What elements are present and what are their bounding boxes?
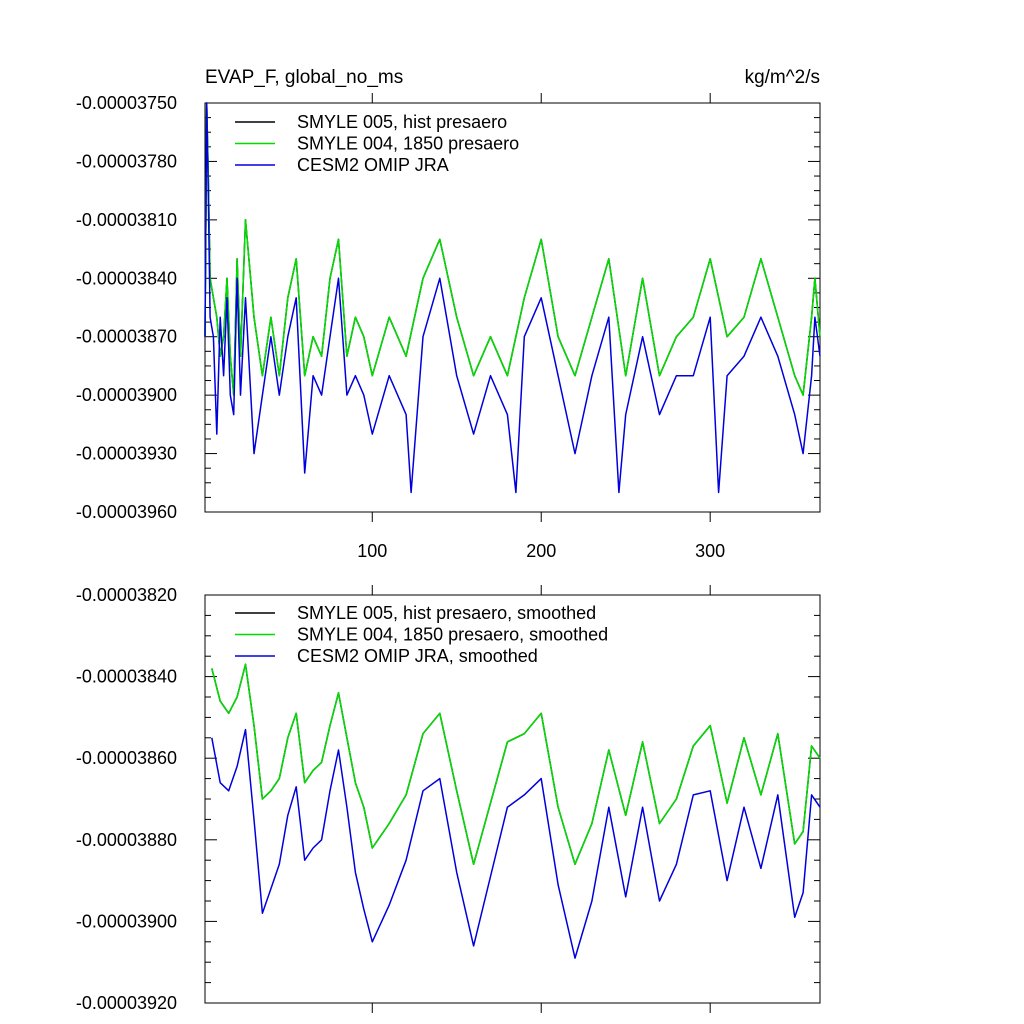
x-tick-label: 100 bbox=[357, 541, 387, 561]
y-tick-label: -0.00003780 bbox=[76, 151, 177, 171]
chart-title: EVAP_F, global_no_ms bbox=[205, 67, 403, 88]
y-tick-label: -0.00003840 bbox=[76, 268, 177, 288]
y-tick-label: -0.00003960 bbox=[76, 502, 177, 522]
x-tick-label: 200 bbox=[526, 541, 556, 561]
bottom-panel-smoothed: -0.00003820 -0.00003840 -0.00003860 -0.0000… bbox=[76, 585, 821, 1013]
y-tick-label: -0.00003900 bbox=[76, 385, 177, 405]
legend-label-2: CESM2 OMIP JRA bbox=[297, 155, 449, 175]
y-tick-label: -0.00003870 bbox=[76, 327, 177, 347]
y-tick-label: -0.00003810 bbox=[76, 210, 177, 230]
y-tick-label: -0.00003860 bbox=[76, 748, 177, 768]
legend-label-2: CESM2 OMIP JRA, smoothed bbox=[297, 646, 538, 666]
y-tick-label: -0.00003750 bbox=[76, 93, 177, 113]
legend-label-1: SMYLE 004, 1850 presaero, smoothed bbox=[297, 625, 608, 645]
y-tick-label: -0.00003840 bbox=[76, 667, 177, 687]
units-label: kg/m^2/s bbox=[745, 67, 820, 88]
legend-label-0: SMYLE 005, hist presaero bbox=[297, 112, 507, 132]
x-tick-label: 300 bbox=[695, 541, 725, 561]
series-line-2 bbox=[204, 102, 821, 494]
series-line-1 bbox=[204, 102, 821, 396]
y-tick-label: -0.00003930 bbox=[76, 444, 177, 464]
y-tick-label: -0.00003920 bbox=[76, 993, 177, 1013]
legend-label-1: SMYLE 004, 1850 presaero bbox=[297, 134, 519, 154]
top-panel-evap-f: -0.00003750 -0.00003780 -0.00003810 -0.0000… bbox=[76, 67, 821, 561]
y-tick-label: -0.00003900 bbox=[76, 911, 177, 931]
series-line-1 bbox=[211, 663, 821, 866]
series-line-2 bbox=[211, 728, 821, 959]
y-tick-label: -0.00003820 bbox=[76, 585, 177, 605]
y-tick-label: -0.00003880 bbox=[76, 830, 177, 850]
legend-label-0: SMYLE 005, hist presaero, smoothed bbox=[297, 603, 596, 623]
